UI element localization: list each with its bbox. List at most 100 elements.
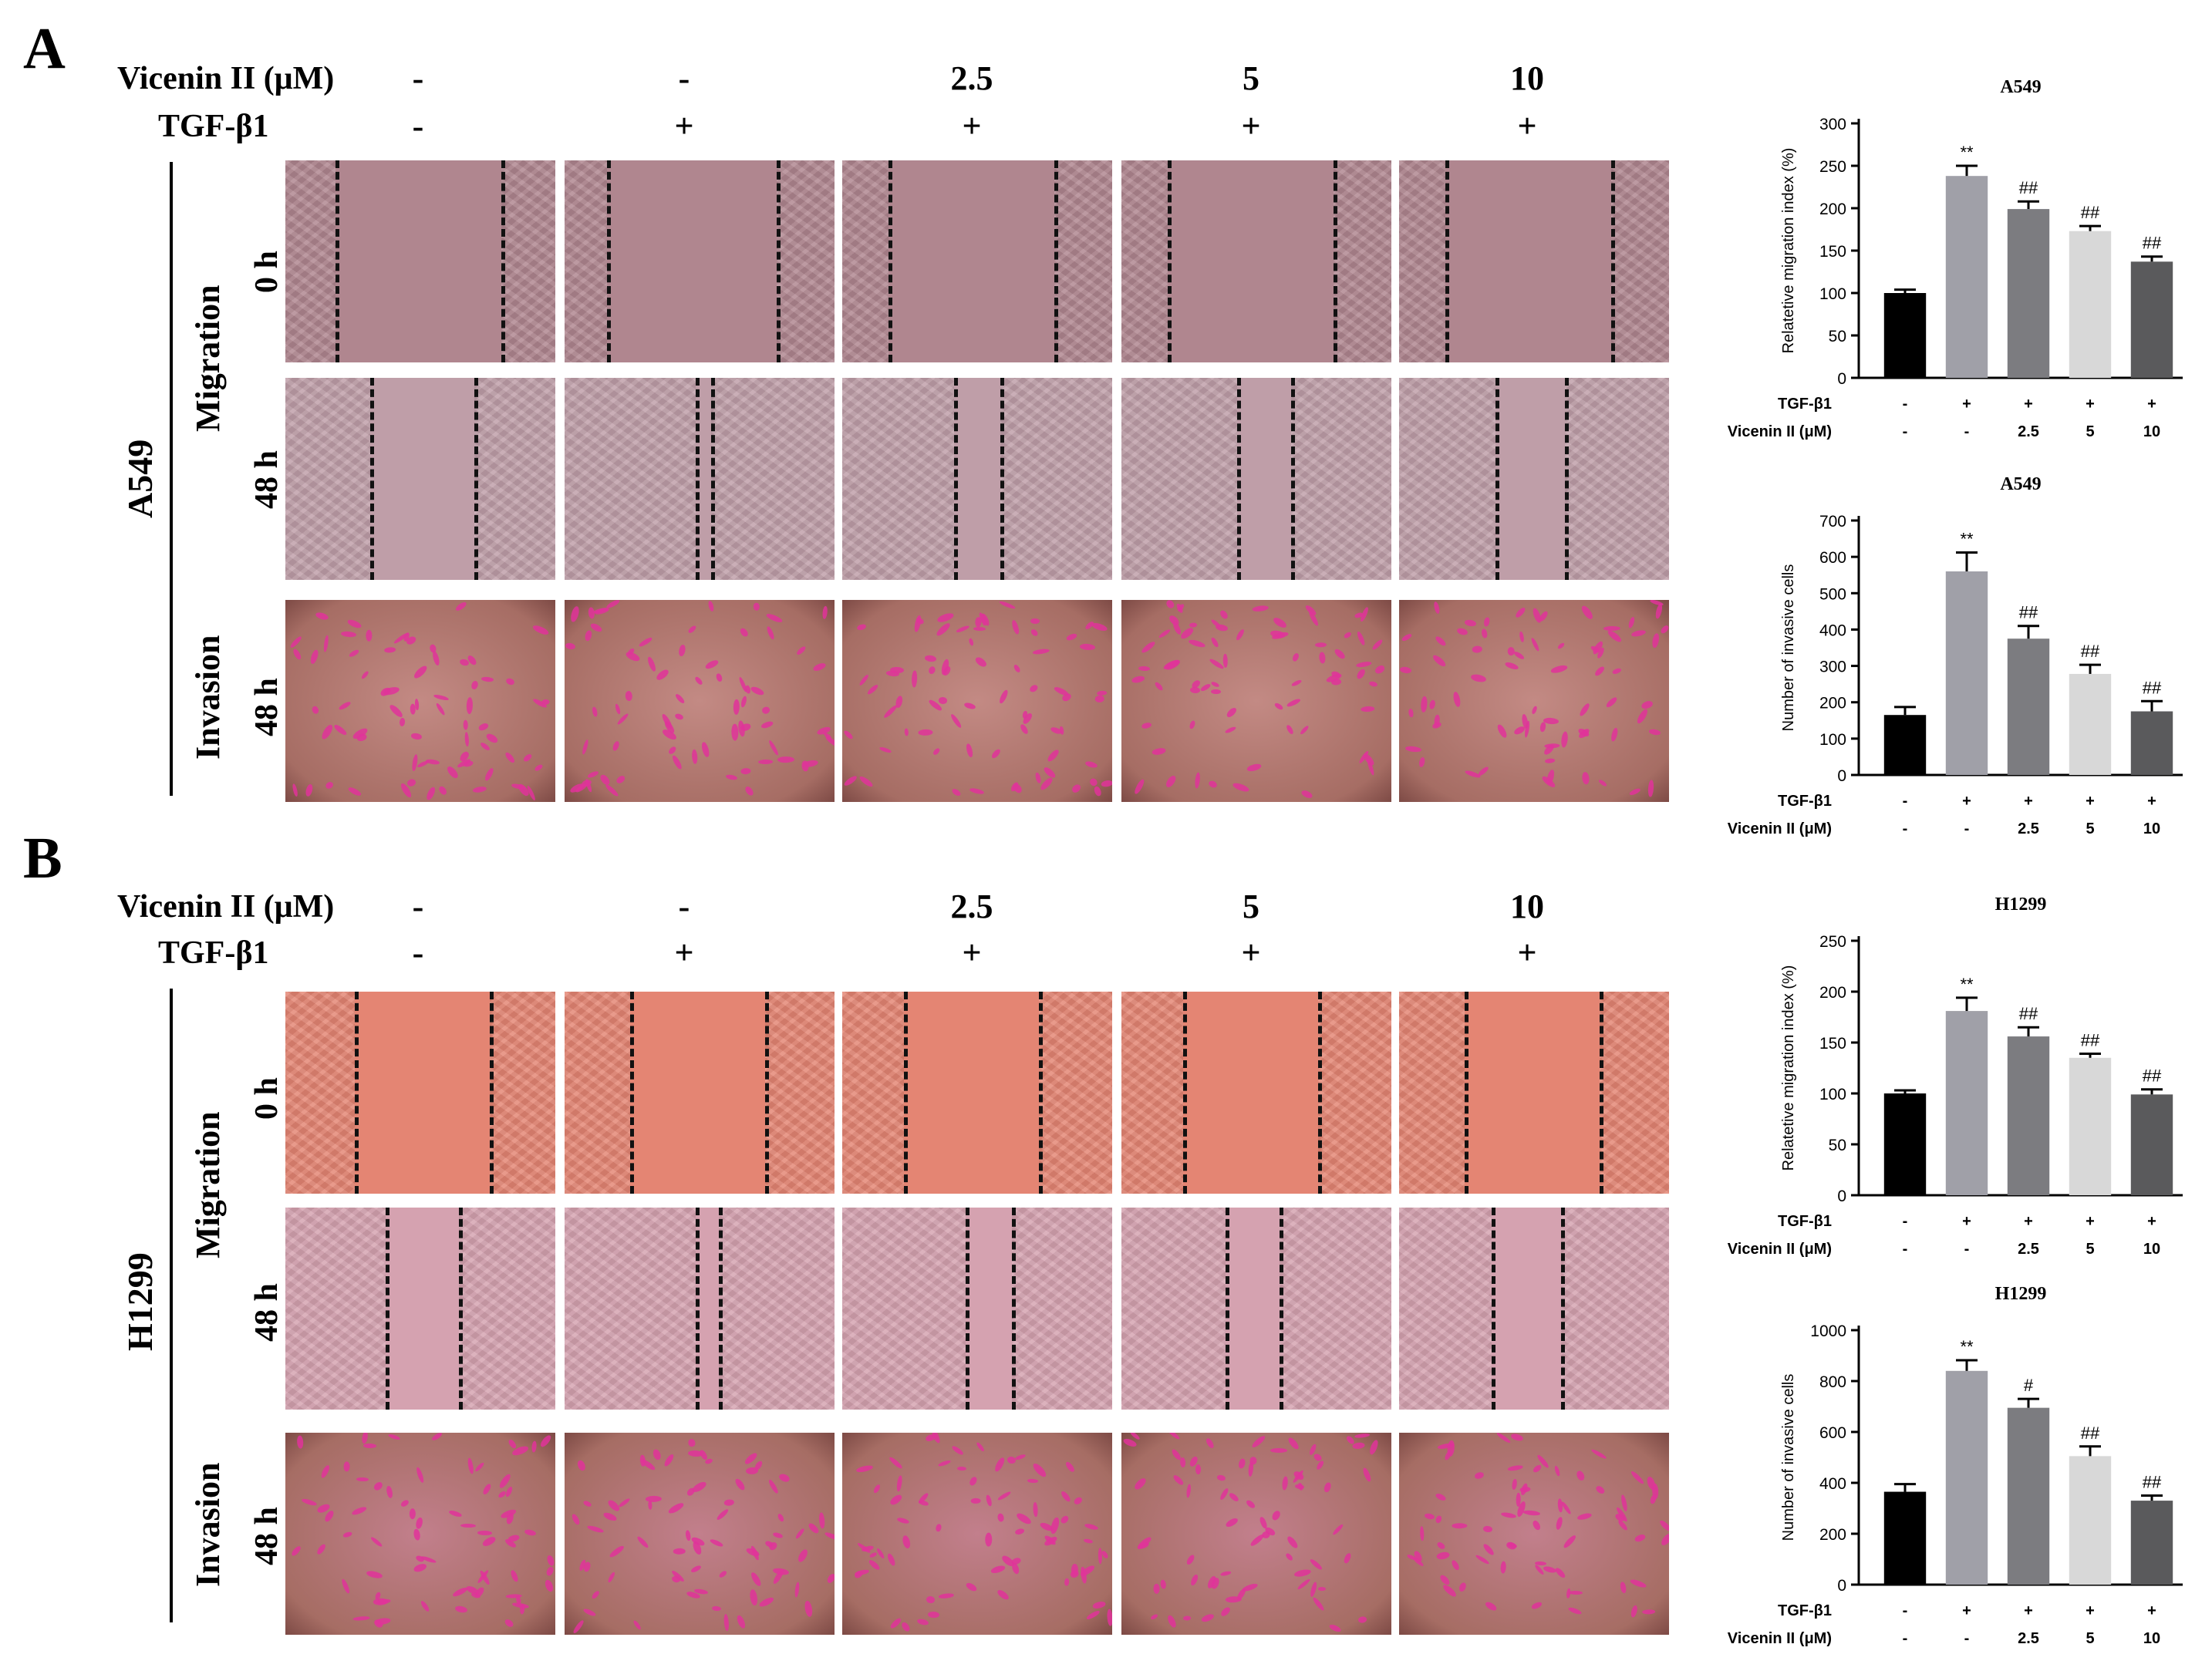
- stained-cell: [1189, 686, 1200, 693]
- stained-cell: [1357, 1615, 1367, 1624]
- chart-a549-invasion: A549 0 100 200 300 400 500 600 700 Number of inva…: [1728, 474, 2183, 837]
- stained-cell: [1237, 1457, 1246, 1469]
- stained-cell: [1273, 701, 1284, 711]
- stained-cell: [1452, 1523, 1468, 1529]
- stained-cell: [772, 1567, 790, 1576]
- significance-mark: ##: [2081, 203, 2100, 222]
- stained-cell: [379, 686, 393, 698]
- bar-4: [2069, 673, 2112, 775]
- x-row-value: 10: [2143, 423, 2160, 440]
- stained-cell: [918, 1499, 929, 1507]
- x-row-value: +: [2086, 396, 2095, 413]
- wound-edge-line: [966, 1208, 969, 1410]
- stained-cell: [896, 1516, 910, 1524]
- chart-h1299-invasion: H1299 0 200 400 600 800 1000 Number of invasive…: [1728, 1284, 2183, 1647]
- wound-edge-line: [630, 992, 634, 1194]
- x-row-value: -: [1964, 423, 1970, 440]
- x-row-value: -: [1964, 1630, 1970, 1647]
- stained-cell: [1533, 1564, 1545, 1576]
- y-tick-label: 100: [1819, 731, 1846, 749]
- y-tick-label: 200: [1819, 200, 1846, 218]
- stained-cell: [1039, 777, 1054, 793]
- stained-cell: [504, 751, 517, 765]
- tgf-value-b-5: +: [1517, 934, 1537, 972]
- stained-cell: [386, 1485, 394, 1499]
- stained-cell: [1634, 1534, 1647, 1544]
- wound-edge-line: [1039, 992, 1043, 1194]
- wound-edge-line: [696, 1208, 700, 1410]
- stained-cell: [425, 786, 437, 801]
- stained-cell: [1241, 1582, 1259, 1593]
- stained-cell: [1651, 632, 1660, 649]
- stained-cell: [1435, 1492, 1448, 1502]
- wound-edge-line: [719, 1208, 723, 1410]
- stained-cell: [1317, 1586, 1327, 1591]
- stained-cell: [1447, 1440, 1455, 1457]
- stained-cell: [1224, 706, 1238, 719]
- stained-cell: [757, 759, 773, 765]
- stained-cell: [1152, 1583, 1160, 1594]
- x-row-value: +: [2024, 396, 2033, 413]
- significance-mark: **: [1960, 529, 1974, 548]
- x-row-value: -: [1903, 396, 1908, 413]
- stained-cell: [1250, 1434, 1266, 1450]
- stained-cell: [974, 655, 989, 669]
- stained-cell: [1013, 663, 1022, 674]
- stained-cell: [1172, 1474, 1185, 1487]
- stained-cell: [1647, 780, 1654, 797]
- stained-cell: [1629, 1578, 1647, 1590]
- stained-cell: [950, 1444, 965, 1457]
- stained-cell: [290, 1545, 302, 1557]
- stained-cell: [1597, 778, 1608, 787]
- stained-cell: [1354, 1433, 1371, 1439]
- wound-gap: [954, 378, 1000, 580]
- y-tick-label: 50: [1829, 328, 1846, 345]
- x-row-value: 2.5: [2018, 423, 2039, 440]
- stained-cell: [1361, 706, 1375, 713]
- x-row-value: +: [1962, 1602, 1971, 1619]
- stained-cell: [1610, 726, 1619, 743]
- stained-cell: [1568, 1590, 1583, 1595]
- stained-cell: [507, 1437, 518, 1450]
- stained-cell: [1553, 1566, 1566, 1580]
- stained-cell: [592, 706, 599, 717]
- bar-1: [1883, 1491, 1927, 1585]
- stained-cell: [1309, 1558, 1323, 1572]
- stained-cell: [534, 763, 544, 773]
- stained-cell: [1457, 1581, 1468, 1593]
- stained-cell: [867, 1558, 882, 1572]
- stained-cell: [415, 1467, 426, 1484]
- stained-cell: [888, 1455, 904, 1470]
- stained-cell: [693, 675, 703, 686]
- bar-5: [2130, 261, 2173, 378]
- y-tick-label: 150: [1819, 1035, 1846, 1053]
- stained-cell: [507, 1534, 521, 1543]
- stained-cell: [704, 659, 720, 671]
- stained-cell: [1511, 1478, 1518, 1490]
- stained-cell: [932, 747, 942, 756]
- y-axis-label: Number of invasive cells: [1780, 564, 1797, 732]
- wound-gap: [696, 378, 711, 580]
- stained-cell: [1066, 632, 1078, 642]
- x-row-value: -: [1903, 1602, 1908, 1619]
- stained-cell: [399, 717, 406, 727]
- y-tick-label: 0: [1837, 1577, 1846, 1595]
- wound-edge-line: [370, 378, 374, 580]
- x-row-label: TGF-β1: [1778, 793, 1832, 810]
- stained-cell: [955, 624, 970, 634]
- stained-cell: [1500, 1511, 1517, 1520]
- stained-cell: [1094, 695, 1104, 702]
- chart-h1299-migration: H1299 0 50 100 150 200 250 Relatetive migration…: [1728, 894, 2183, 1258]
- x-row-value: +: [1962, 396, 1971, 413]
- x-row-value: -: [1903, 793, 1908, 810]
- stained-cell: [1141, 721, 1152, 729]
- stained-cell: [1659, 1531, 1669, 1547]
- stained-cell: [605, 600, 621, 610]
- stained-cell: [1315, 1459, 1325, 1471]
- stained-cell: [1510, 1433, 1525, 1443]
- stained-cell: [1513, 606, 1526, 620]
- stained-cell: [1219, 1487, 1230, 1501]
- tgf-value-b-4: +: [1241, 934, 1261, 972]
- image-b-inv48h-4: [1121, 1433, 1391, 1635]
- stained-cell: [856, 623, 867, 632]
